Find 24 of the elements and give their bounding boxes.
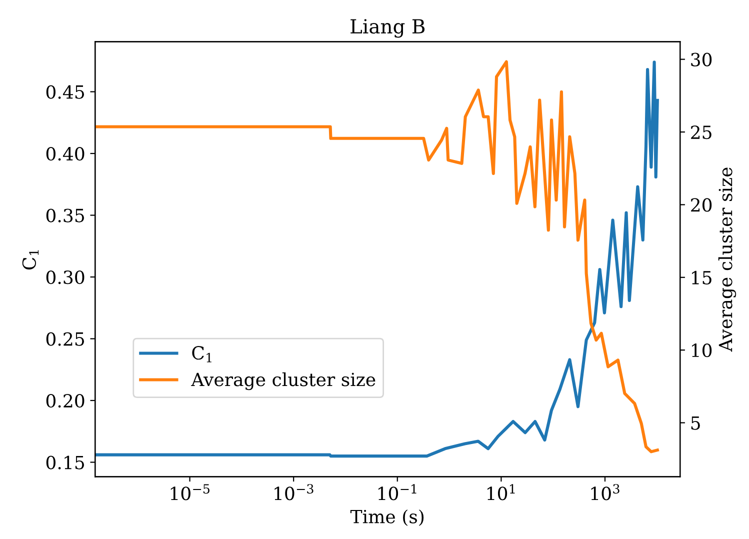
y2-tick-label: 20 xyxy=(691,198,712,212)
y2-tick-label: 30 xyxy=(691,52,712,66)
y2-tick-label: 25 xyxy=(691,125,712,140)
x-tick-label: 10$^{3}$ xyxy=(591,484,620,500)
y2-tick-label: 15 xyxy=(692,270,712,284)
legend-label: Average cluster size xyxy=(191,372,376,390)
y-tick-label: 0.25 xyxy=(46,332,84,346)
x-tick-label: 10$^{1}$ xyxy=(488,484,515,500)
y-axis-title: C$_{1}$ xyxy=(22,250,39,270)
y-tick-label: 0.20 xyxy=(46,394,84,408)
x-axis-title: Time (s) xyxy=(350,509,424,526)
y2-tick-label: 10 xyxy=(692,344,712,358)
y-tick-label: 0.30 xyxy=(46,270,84,284)
x-tick-label: 10$^{−5}$ xyxy=(170,484,210,500)
x-tick-label: 10$^{−1}$ xyxy=(378,484,416,500)
y2-tick-label: 5 xyxy=(691,416,700,430)
legend-label: C$_{1}$ xyxy=(192,346,212,362)
y2-axis-title: Average cluster size xyxy=(718,168,736,352)
y-tick-label: 0.35 xyxy=(46,208,84,222)
y-tick-label: 0.45 xyxy=(46,85,84,99)
chart-title: Liang B xyxy=(350,19,425,38)
y-tick-label: 0.15 xyxy=(46,456,84,470)
x-tick-label: 10$^{−3}$ xyxy=(274,484,314,500)
y-tick-label: 0.40 xyxy=(46,146,84,161)
